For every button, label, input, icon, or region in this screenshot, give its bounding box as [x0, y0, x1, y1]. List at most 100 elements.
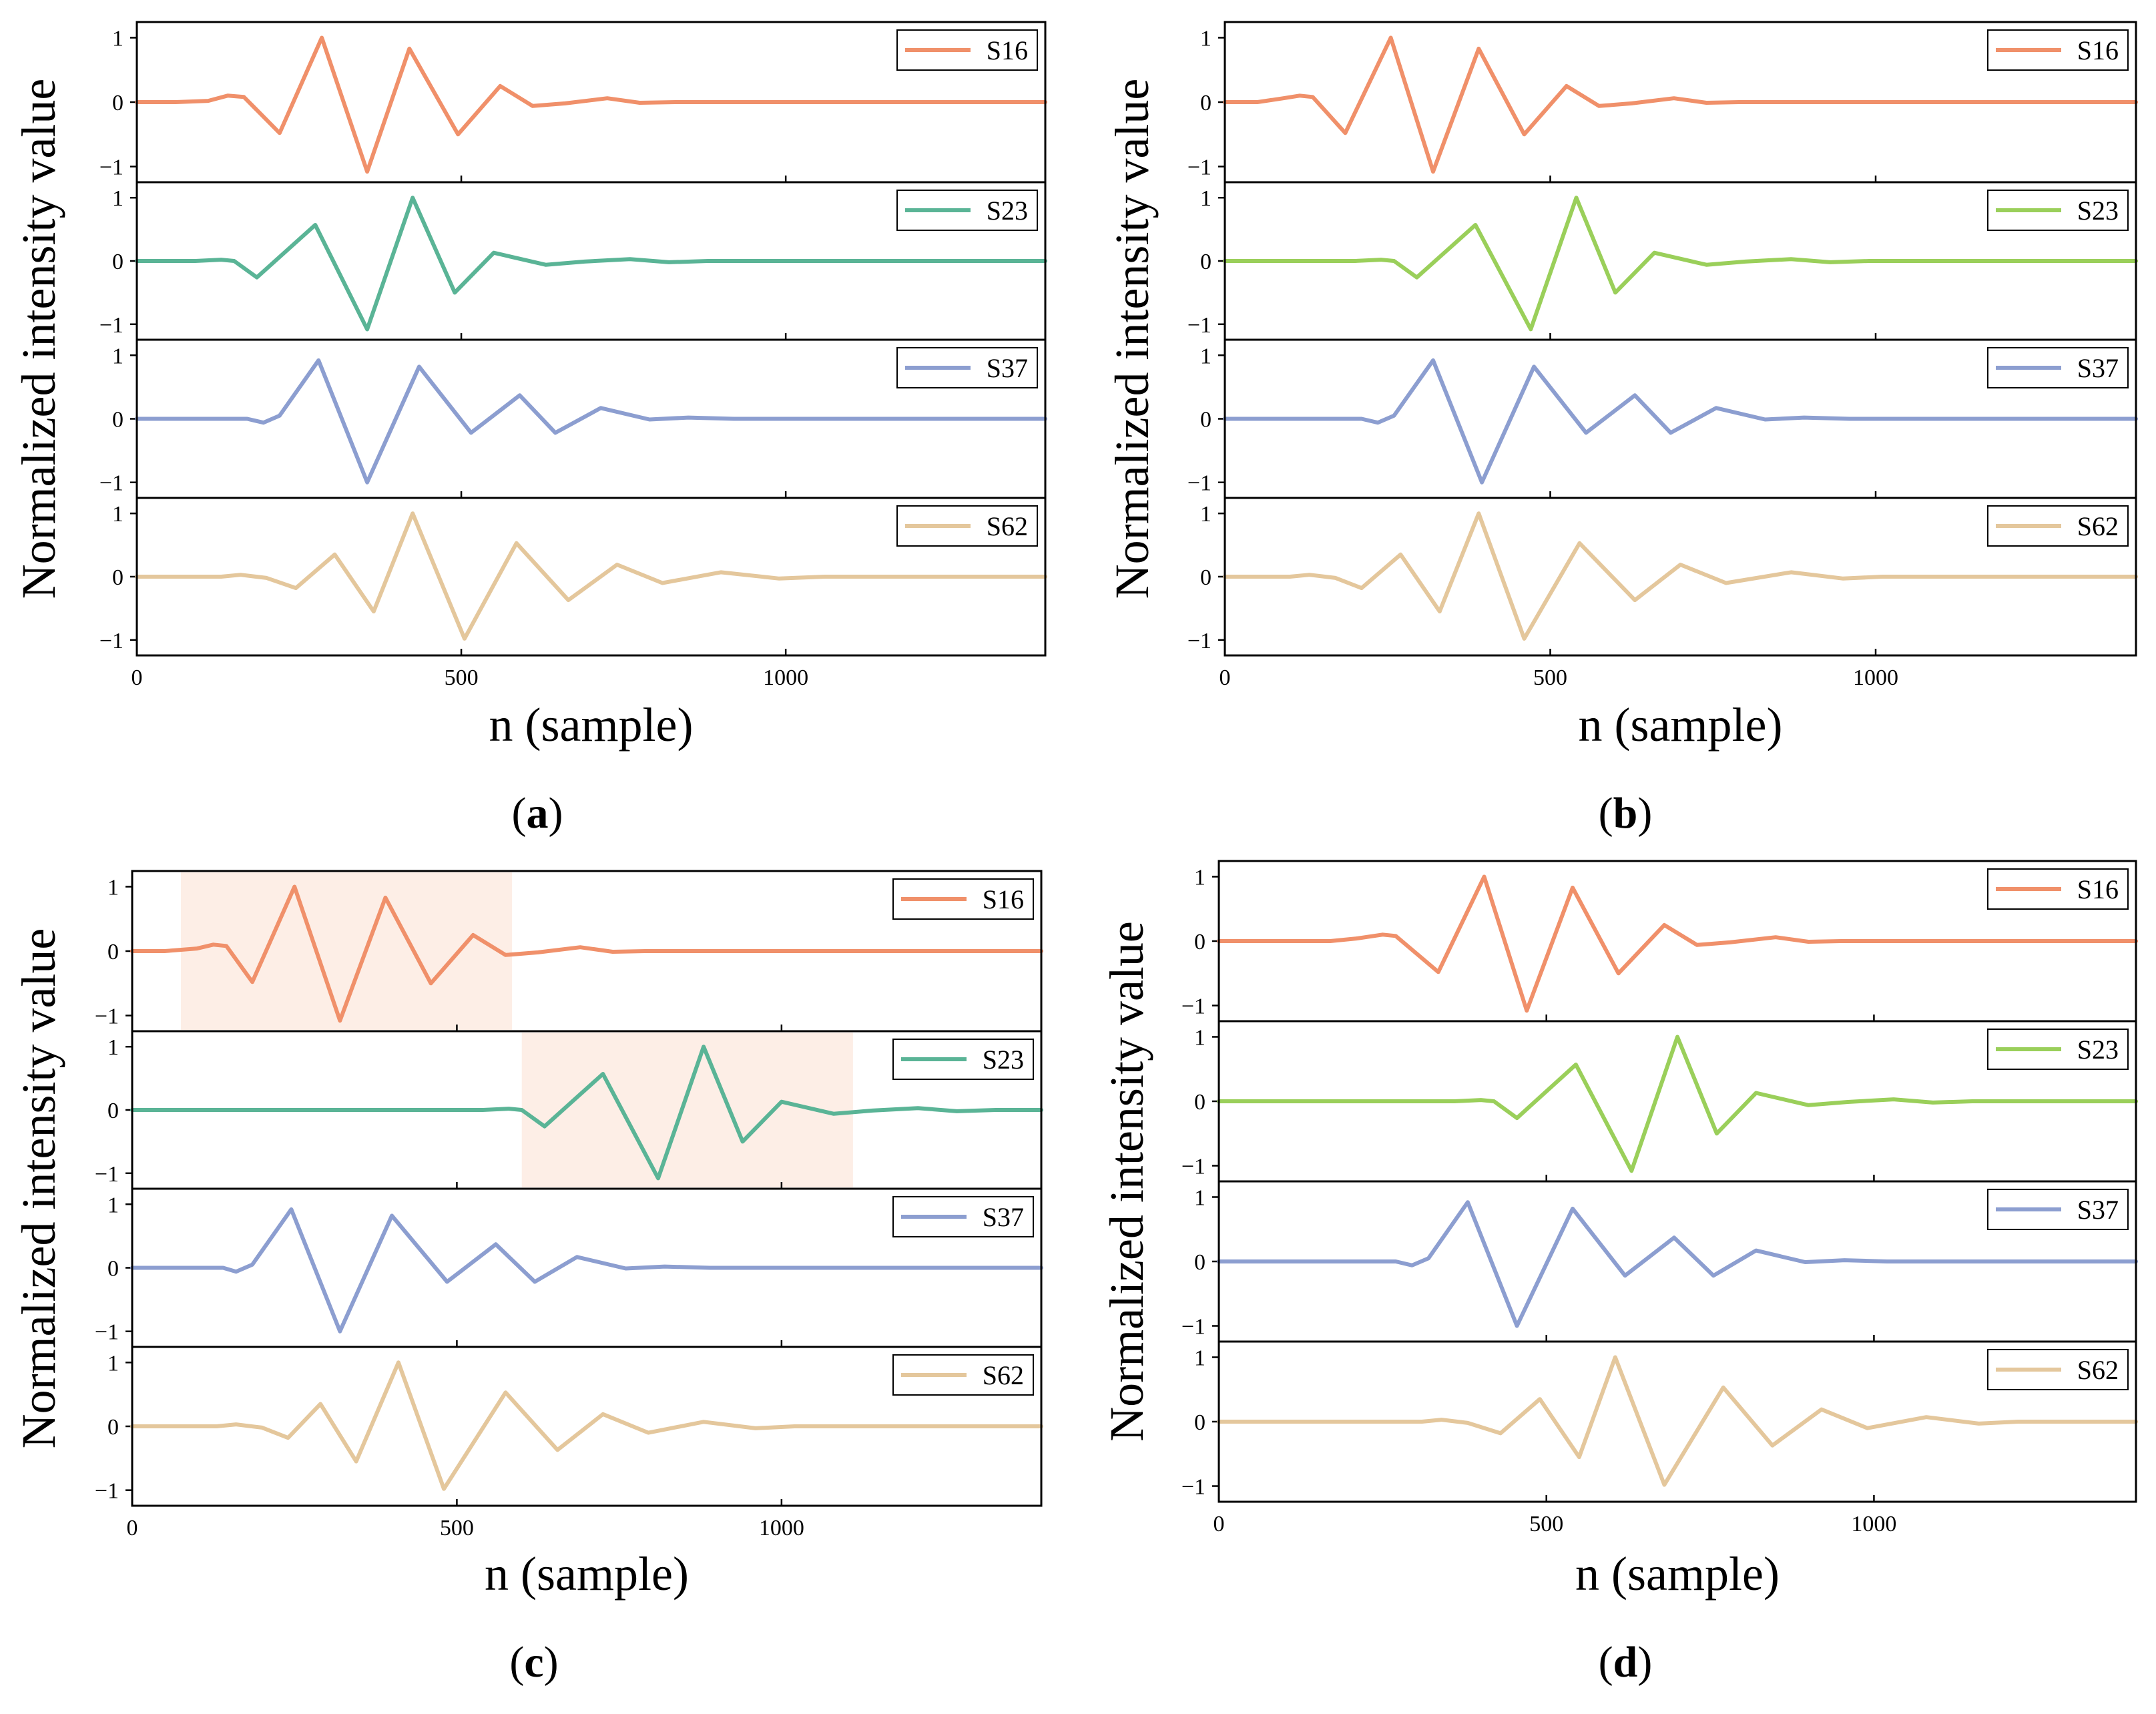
- panel-a-legend-label: S37: [987, 353, 1028, 383]
- panel-b-ytick-label: 1: [1200, 186, 1211, 211]
- panel-d-ytick-label: 0: [1194, 1250, 1205, 1275]
- panel-c-legend-s62: S62: [892, 1354, 1034, 1396]
- panel-b-x-axis: 0 500 1000: [1220, 665, 1899, 690]
- panel-c-ytick-label: 1: [107, 875, 119, 900]
- panel-d-caption: (d): [1599, 1638, 1653, 1687]
- panel-c-series-line-s16: [130, 884, 1043, 1023]
- panel-c-caption-open: (: [509, 1638, 524, 1687]
- panel-c-subplot-s16: −1 0 1 S16: [95, 870, 1043, 1033]
- panel-d: −1 0 1 S16 −1 0 1 S23 −1 0 1 S37 −1 0 1 S62 0 500 1000 n (s…: [1100, 860, 2138, 1687]
- panel-d-series-line-s16: [1217, 874, 2138, 1013]
- panel-b-series-line-s62: [1223, 511, 2138, 641]
- panel-a-ytick-label: −1: [99, 156, 123, 180]
- panel-d-ytick-label: 0: [1194, 1410, 1205, 1435]
- panel-d-caption-open: (: [1599, 1638, 1613, 1687]
- panel-a-caption-letter: a: [527, 789, 549, 838]
- panel-d-legend-s16: S16: [1987, 868, 2129, 910]
- panel-a-ytick-label: 1: [112, 344, 123, 368]
- panel-c-ytick-label: 0: [107, 1257, 119, 1281]
- panel-d-series-line-s37: [1217, 1200, 2138, 1328]
- panel-c-ytick-label: −1: [95, 1320, 119, 1345]
- panel-b-ytick-label: 1: [1200, 344, 1211, 368]
- panel-a-subplot-s16: −1 0 1 S16: [99, 21, 1047, 184]
- panel-d-x-axis-title: n (sample): [1575, 1547, 1780, 1601]
- panel-d-legend-label: S16: [2077, 874, 2119, 904]
- panel-a-subplot-frame: [136, 497, 1047, 657]
- panel-c-ytick-label: 0: [107, 940, 119, 964]
- panel-b-series-line-s23: [1223, 196, 2138, 332]
- panel-b-x-axis-title: n (sample): [1579, 698, 1783, 752]
- panel-b: −1 0 1 S16 −1 0 1 S23 −1 0 1 S37 −1 0 1 S62 0 500 1000 n (s…: [1105, 21, 2138, 838]
- panel-a-subplot-s62: −1 0 1 S62: [99, 497, 1047, 657]
- panel-d-legend-s23: S23: [1987, 1029, 2129, 1070]
- panel-c-ytick-label: 1: [107, 1035, 119, 1060]
- panel-d-subplot-frame: [1218, 1340, 2137, 1503]
- panel-d-series-line-s62: [1217, 1355, 2138, 1487]
- panel-c-legend-s23: S23: [892, 1039, 1034, 1080]
- panel-c-highlight-band: [521, 1033, 853, 1187]
- panel-b-legend-label: S16: [2077, 35, 2119, 65]
- panel-a-ytick-label: 0: [112, 408, 123, 433]
- panel-d-ytick-label: 1: [1194, 865, 1205, 890]
- panel-b-caption: (b): [1599, 789, 1653, 838]
- panel-c-series-line-s62: [130, 1360, 1043, 1491]
- panel-c: −1 0 1 S16 −1 0 1 S23 −1 0 1 S37 −1 0 1 S62 0 500 1000 n (s…: [12, 870, 1043, 1687]
- panel-a-subplot-s37: −1 0 1 S37: [99, 338, 1047, 499]
- panel-a-legend-s62: S62: [896, 505, 1038, 547]
- panel-a-ytick-label: −1: [99, 471, 123, 496]
- panel-c-legend-s16: S16: [892, 878, 1034, 920]
- panel-b-y-axis-title: Normalized intensity value: [1105, 79, 1159, 599]
- panel-b-series-line-s37: [1223, 358, 2138, 485]
- panel-d-ytick-label: −1: [1181, 994, 1205, 1019]
- panel-b-caption-letter: b: [1613, 789, 1638, 838]
- panel-a-ytick-label: 0: [112, 91, 123, 115]
- panel-a-series-line-s16: [135, 35, 1047, 174]
- panel-a-xtick-label: 1000: [763, 665, 808, 690]
- panel-c-y-axis-title: Normalized intensity value: [12, 928, 65, 1449]
- panel-a-caption-close: ): [549, 789, 563, 838]
- panel-a-ytick-label: −1: [99, 629, 123, 653]
- panel-a-ytick-label: 1: [112, 186, 123, 211]
- panel-a-legend-label: S23: [987, 196, 1028, 226]
- panel-d-legend-s62: S62: [1987, 1349, 2129, 1390]
- panel-d-subplot-s62: −1 0 1 S62: [1181, 1340, 2138, 1503]
- panel-b-ytick-label: 1: [1200, 502, 1211, 527]
- panel-b-subplot-frame: [1224, 497, 2137, 657]
- panel-c-series-line-s23: [130, 1045, 1043, 1181]
- panel-b-xtick-label: 500: [1533, 665, 1567, 690]
- panel-b-caption-open: (: [1599, 789, 1613, 838]
- panel-a-series-line-s62: [135, 511, 1047, 641]
- panel-d-series-line-s23: [1217, 1035, 2138, 1173]
- panel-b-ytick-label: 0: [1200, 408, 1211, 433]
- panel-d-caption-close: ): [1637, 1638, 1652, 1687]
- panel-b-legend-s37: S37: [1987, 347, 2129, 388]
- panel-c-ytick-label: −1: [95, 1162, 119, 1187]
- panel-b-subplot-s37: −1 0 1 S37: [1187, 338, 2138, 499]
- panel-d-ytick-label: 0: [1194, 1090, 1205, 1115]
- panel-d-subplot-s23: −1 0 1 S23: [1181, 1020, 2138, 1183]
- panel-b-legend-s23: S23: [1987, 190, 2129, 231]
- panel-b-legend-label: S62: [2077, 511, 2119, 541]
- panel-c-subplot-s62: −1 0 1 S62: [95, 1346, 1043, 1507]
- panel-d-ytick-label: −1: [1181, 1315, 1205, 1340]
- panel-a-x-axis: 0 500 1000: [131, 665, 809, 690]
- panel-b-xtick-label: 1000: [1853, 665, 1898, 690]
- panel-b-legend-label: S23: [2077, 196, 2119, 226]
- panel-b-ytick-label: 0: [1200, 91, 1211, 115]
- panel-c-ytick-label: 0: [107, 1415, 119, 1440]
- panel-a-x-axis-title: n (sample): [489, 698, 694, 752]
- panel-c-subplot-s23: −1 0 1 S23: [95, 1030, 1043, 1190]
- panel-c-ytick-label: −1: [95, 1005, 119, 1029]
- panel-b-ytick-label: −1: [1187, 313, 1211, 338]
- panel-d-ytick-label: 0: [1194, 930, 1205, 954]
- panel-a-ytick-label: 1: [112, 502, 123, 527]
- panel-a-legend-s37: S37: [896, 347, 1038, 388]
- panel-c-ytick-label: −1: [95, 1479, 119, 1504]
- panel-c-subplot-frame: [131, 1346, 1043, 1507]
- panel-d-xtick-label: 0: [1214, 1512, 1225, 1536]
- panel-b-ytick-label: 0: [1200, 565, 1211, 590]
- panel-a-legend-s23: S23: [896, 190, 1038, 231]
- panel-b-series-line-s16: [1223, 35, 2138, 174]
- panel-a-subplot-s23: −1 0 1 S23: [99, 181, 1047, 341]
